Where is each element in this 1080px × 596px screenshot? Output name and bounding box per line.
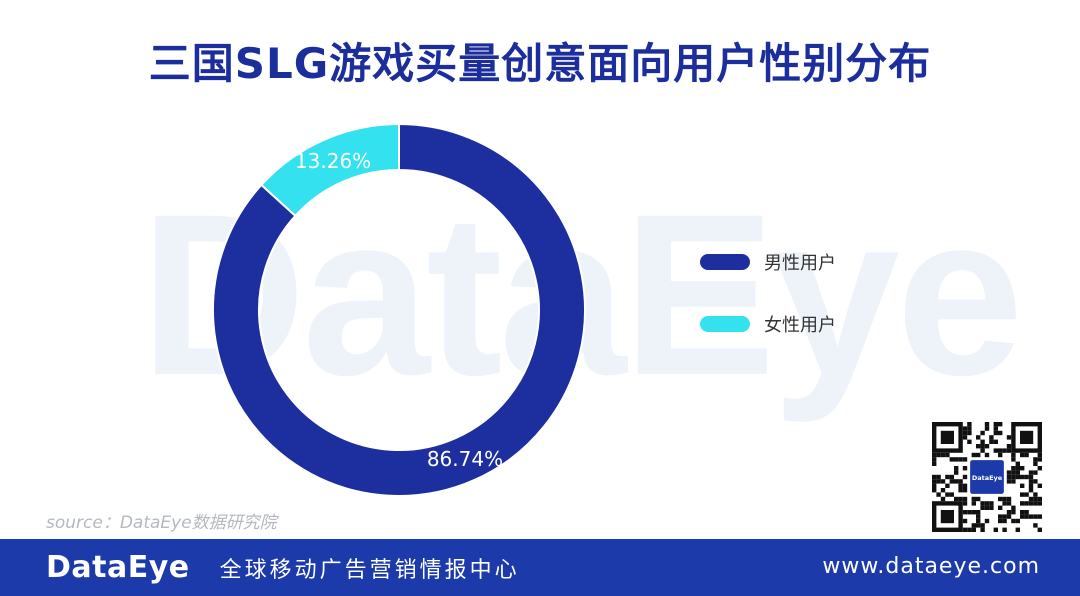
donut-slice-male	[212, 122, 586, 497]
legend-swatch-female	[700, 316, 750, 332]
data-label-male: 86.74%	[427, 447, 503, 471]
data-label-female: 13.26%	[295, 149, 371, 173]
qr-center-logo: DataEye	[972, 474, 1003, 482]
donut-slice-female	[259, 122, 400, 218]
chart-title: 三国SLG游戏买量创意面向用户性别分布	[148, 39, 932, 88]
footer-url[interactable]: www.dataeye.com	[822, 554, 1040, 579]
source-note: source：DataEye数据研究院	[46, 513, 277, 533]
footer-logo: DataEye	[46, 550, 190, 585]
qr-code: DataEye	[932, 422, 1042, 532]
legend-swatch-male	[700, 254, 750, 270]
footer-bar: DataEye 全球移动广告营销情报中心 www.dataeye.com	[0, 539, 1080, 596]
legend-label-male: 男性用户	[764, 253, 836, 274]
legend-label-female: 女性用户	[764, 315, 836, 336]
footer-slogan: 全球移动广告营销情报中心	[219, 557, 520, 583]
legend-item-male: 男性用户	[700, 250, 836, 274]
legend: 男性用户 女性用户	[700, 250, 836, 374]
legend-item-female: 女性用户	[700, 312, 836, 336]
